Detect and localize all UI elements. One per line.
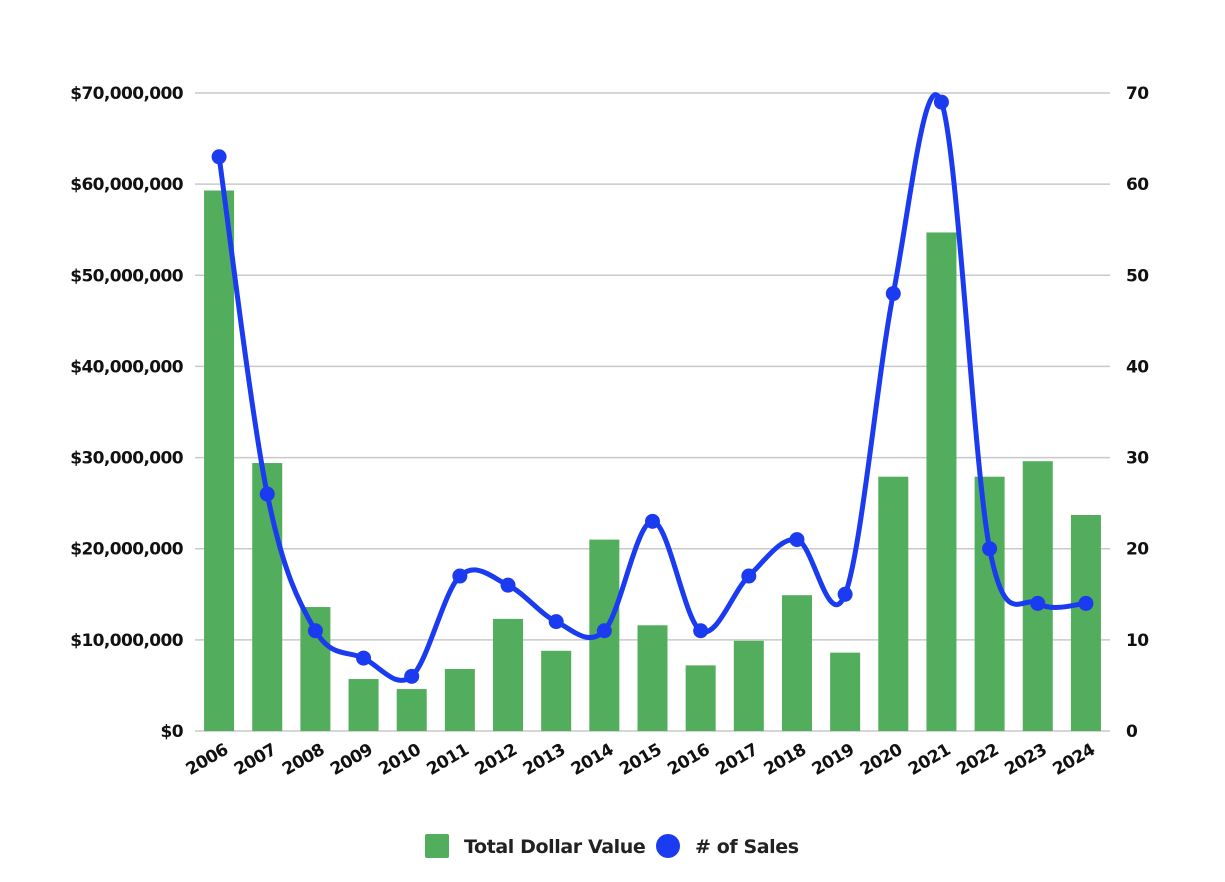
y-left-tick-label: $60,000,000 xyxy=(70,175,184,195)
x-tick-label: 2018 xyxy=(761,740,810,780)
y-left-tick-label: $40,000,000 xyxy=(70,357,184,377)
gridlines xyxy=(195,92,1110,732)
x-tick-label: 2017 xyxy=(712,740,761,780)
bar-2015 xyxy=(637,625,668,731)
x-tick-label: 2014 xyxy=(568,740,618,780)
sales-point-2016 xyxy=(693,623,709,639)
y-right-tick-label: 60 xyxy=(1126,175,1149,195)
sales-point-2006 xyxy=(211,149,227,165)
bar-2016 xyxy=(685,665,716,731)
y-right-tick-label: 40 xyxy=(1126,357,1149,377)
sales-point-2014 xyxy=(596,623,612,639)
sales-point-2009 xyxy=(356,650,372,666)
bar-2012 xyxy=(493,618,524,731)
bar-2018 xyxy=(781,595,812,731)
sales-point-2018 xyxy=(789,532,805,548)
sales-point-2017 xyxy=(741,568,757,584)
legend-swatch-dollar-value xyxy=(425,834,449,858)
y-right-tick-label: 30 xyxy=(1126,449,1149,469)
sales-point-2012 xyxy=(500,577,516,593)
x-axis: 2006 2007 2008 2009 2010 2011 2012 2013 2014 2015… xyxy=(183,740,1099,780)
legend-swatch-sales xyxy=(656,834,680,858)
left-axis: $0 $10,000,000 $20,000,000 $30,000,000 $40,0… xyxy=(70,84,184,742)
x-tick-label: 2013 xyxy=(520,740,569,780)
x-tick-label: 2008 xyxy=(279,740,328,780)
y-right-tick-label: 0 xyxy=(1126,722,1138,742)
legend-label-dollar-value: Total Dollar Value xyxy=(464,836,645,858)
right-axis: 0 10 20 30 40 50 60 70 xyxy=(1126,84,1150,742)
bar-series xyxy=(204,190,1101,732)
bar-2017 xyxy=(733,640,764,731)
x-tick-label: 2019 xyxy=(809,740,858,780)
bar-2019 xyxy=(830,652,861,731)
sales-point-2007 xyxy=(259,486,275,502)
y-left-tick-label: $70,000,000 xyxy=(70,84,184,104)
x-tick-label: 2022 xyxy=(953,740,1002,780)
y-right-tick-label: 50 xyxy=(1126,266,1149,286)
y-left-tick-label: $0 xyxy=(161,722,184,742)
legend: Total Dollar Value # of Sales xyxy=(425,834,799,858)
sales-point-2023 xyxy=(1030,595,1046,611)
x-tick-label: 2016 xyxy=(664,740,713,780)
bar-2013 xyxy=(541,650,572,731)
sales-point-2022 xyxy=(982,541,998,557)
y-left-tick-label: $20,000,000 xyxy=(70,540,184,560)
x-tick-label: 2020 xyxy=(857,740,907,780)
sales-point-2008 xyxy=(307,623,323,639)
sales-point-2021 xyxy=(933,94,949,110)
y-right-tick-label: 10 xyxy=(1126,631,1149,651)
x-tick-label: 2006 xyxy=(183,740,232,780)
x-tick-label: 2011 xyxy=(423,740,472,780)
bar-2024 xyxy=(1070,514,1101,731)
sales-point-2013 xyxy=(548,614,564,630)
y-right-tick-label: 20 xyxy=(1126,540,1149,560)
bar-2007 xyxy=(252,463,283,731)
x-tick-label: 2010 xyxy=(375,740,425,780)
y-left-tick-label: $30,000,000 xyxy=(70,449,184,469)
y-right-tick-label: 70 xyxy=(1126,84,1149,104)
bar-2022 xyxy=(974,476,1005,731)
sales-point-2024 xyxy=(1078,595,1094,611)
bar-2020 xyxy=(878,476,909,731)
legend-label-sales: # of Sales xyxy=(695,836,799,858)
y-left-tick-label: $10,000,000 xyxy=(70,631,184,651)
bar-2009 xyxy=(348,679,379,731)
x-tick-label: 2024 xyxy=(1050,740,1100,780)
y-left-tick-label: $50,000,000 xyxy=(70,266,184,286)
bar-2010 xyxy=(396,689,427,731)
sales-point-2011 xyxy=(452,568,468,584)
sales-point-2010 xyxy=(404,668,420,684)
x-tick-label: 2012 xyxy=(472,740,521,780)
x-tick-label: 2015 xyxy=(616,740,665,780)
line-points xyxy=(211,94,1094,684)
x-tick-label: 2009 xyxy=(327,740,376,780)
sales-point-2019 xyxy=(837,586,853,602)
bar-2006 xyxy=(204,190,235,732)
bar-2011 xyxy=(444,669,475,731)
sales-point-2020 xyxy=(885,286,901,302)
x-tick-label: 2023 xyxy=(1001,740,1050,780)
sales-point-2015 xyxy=(645,513,660,529)
x-tick-label: 2007 xyxy=(231,740,280,780)
x-tick-label: 2021 xyxy=(905,740,954,780)
bar-2021 xyxy=(926,232,957,731)
